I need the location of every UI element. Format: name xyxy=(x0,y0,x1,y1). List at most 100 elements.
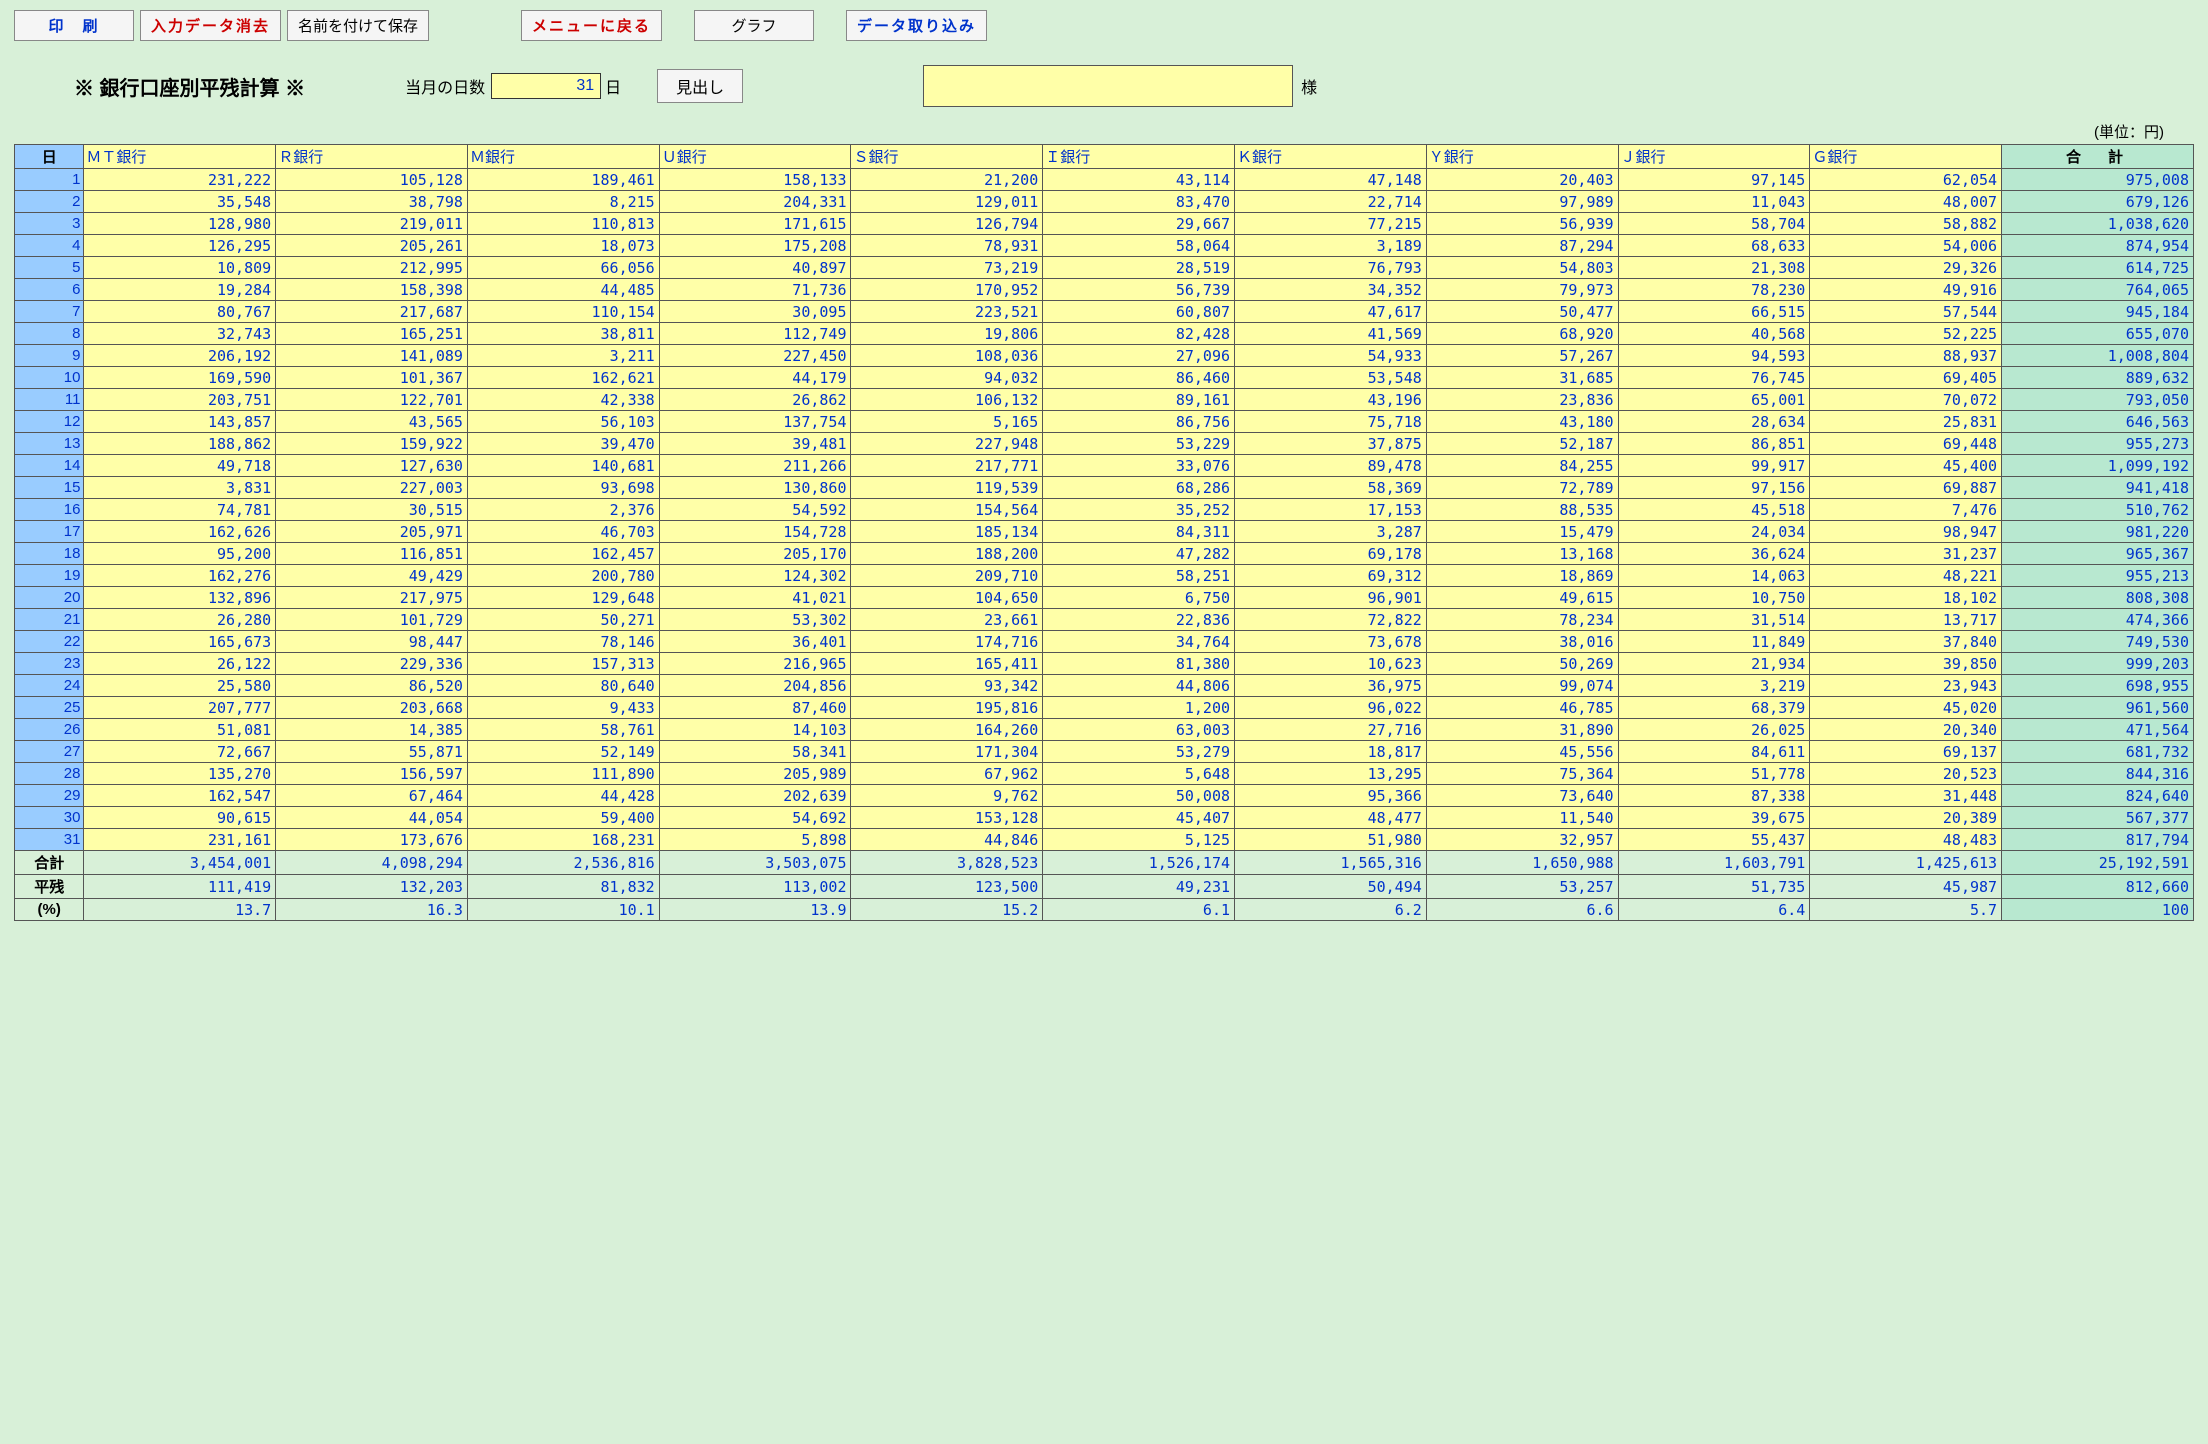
value-cell[interactable]: 52,187 xyxy=(1426,433,1618,455)
value-cell[interactable]: 158,398 xyxy=(276,279,468,301)
value-cell[interactable]: 212,995 xyxy=(276,257,468,279)
value-cell[interactable]: 153,128 xyxy=(851,807,1043,829)
bank-header[interactable]: ＭＴ銀行 xyxy=(84,145,276,169)
value-cell[interactable]: 26,025 xyxy=(1618,719,1810,741)
value-cell[interactable]: 10,623 xyxy=(1235,653,1427,675)
value-cell[interactable]: 72,822 xyxy=(1235,609,1427,631)
value-cell[interactable]: 15,479 xyxy=(1426,521,1618,543)
value-cell[interactable]: 26,280 xyxy=(84,609,276,631)
value-cell[interactable]: 122,701 xyxy=(276,389,468,411)
value-cell[interactable]: 79,973 xyxy=(1426,279,1618,301)
value-cell[interactable]: 38,811 xyxy=(467,323,659,345)
value-cell[interactable]: 52,225 xyxy=(1810,323,2002,345)
value-cell[interactable]: 25,580 xyxy=(84,675,276,697)
value-cell[interactable]: 36,975 xyxy=(1235,675,1427,697)
value-cell[interactable]: 94,593 xyxy=(1618,345,1810,367)
value-cell[interactable]: 18,869 xyxy=(1426,565,1618,587)
value-cell[interactable]: 135,270 xyxy=(84,763,276,785)
value-cell[interactable]: 6,750 xyxy=(1043,587,1235,609)
value-cell[interactable]: 5,648 xyxy=(1043,763,1235,785)
value-cell[interactable]: 162,276 xyxy=(84,565,276,587)
value-cell[interactable]: 154,564 xyxy=(851,499,1043,521)
value-cell[interactable]: 86,756 xyxy=(1043,411,1235,433)
value-cell[interactable]: 24,034 xyxy=(1618,521,1810,543)
value-cell[interactable]: 216,965 xyxy=(659,653,851,675)
value-cell[interactable]: 209,710 xyxy=(851,565,1043,587)
value-cell[interactable]: 40,568 xyxy=(1618,323,1810,345)
value-cell[interactable]: 95,200 xyxy=(84,543,276,565)
value-cell[interactable]: 195,816 xyxy=(851,697,1043,719)
value-cell[interactable]: 23,943 xyxy=(1810,675,2002,697)
bank-header[interactable]: Ｋ銀行 xyxy=(1235,145,1427,169)
value-cell[interactable]: 98,447 xyxy=(276,631,468,653)
value-cell[interactable]: 94,032 xyxy=(851,367,1043,389)
value-cell[interactable]: 56,103 xyxy=(467,411,659,433)
value-cell[interactable]: 54,006 xyxy=(1810,235,2002,257)
value-cell[interactable]: 43,565 xyxy=(276,411,468,433)
value-cell[interactable]: 140,681 xyxy=(467,455,659,477)
value-cell[interactable]: 127,630 xyxy=(276,455,468,477)
value-cell[interactable]: 47,148 xyxy=(1235,169,1427,191)
value-cell[interactable]: 9,433 xyxy=(467,697,659,719)
value-cell[interactable]: 11,849 xyxy=(1618,631,1810,653)
value-cell[interactable]: 188,200 xyxy=(851,543,1043,565)
value-cell[interactable]: 137,754 xyxy=(659,411,851,433)
value-cell[interactable]: 54,803 xyxy=(1426,257,1618,279)
value-cell[interactable]: 99,917 xyxy=(1618,455,1810,477)
value-cell[interactable]: 32,743 xyxy=(84,323,276,345)
value-cell[interactable]: 29,326 xyxy=(1810,257,2002,279)
value-cell[interactable]: 73,640 xyxy=(1426,785,1618,807)
value-cell[interactable]: 20,523 xyxy=(1810,763,2002,785)
value-cell[interactable]: 67,464 xyxy=(276,785,468,807)
value-cell[interactable]: 3,219 xyxy=(1618,675,1810,697)
value-cell[interactable]: 73,678 xyxy=(1235,631,1427,653)
value-cell[interactable]: 44,054 xyxy=(276,807,468,829)
value-cell[interactable]: 13,295 xyxy=(1235,763,1427,785)
value-cell[interactable]: 27,716 xyxy=(1235,719,1427,741)
value-cell[interactable]: 19,806 xyxy=(851,323,1043,345)
value-cell[interactable]: 45,518 xyxy=(1618,499,1810,521)
value-cell[interactable]: 165,251 xyxy=(276,323,468,345)
value-cell[interactable]: 72,667 xyxy=(84,741,276,763)
value-cell[interactable]: 59,400 xyxy=(467,807,659,829)
value-cell[interactable]: 45,556 xyxy=(1426,741,1618,763)
value-cell[interactable]: 9,762 xyxy=(851,785,1043,807)
value-cell[interactable]: 93,698 xyxy=(467,477,659,499)
value-cell[interactable]: 20,340 xyxy=(1810,719,2002,741)
bank-header[interactable]: Ｍ銀行 xyxy=(467,145,659,169)
value-cell[interactable]: 31,448 xyxy=(1810,785,2002,807)
value-cell[interactable]: 3,211 xyxy=(467,345,659,367)
value-cell[interactable]: 58,251 xyxy=(1043,565,1235,587)
value-cell[interactable]: 168,231 xyxy=(467,829,659,851)
value-cell[interactable]: 128,980 xyxy=(84,213,276,235)
value-cell[interactable]: 60,807 xyxy=(1043,301,1235,323)
value-cell[interactable]: 78,234 xyxy=(1426,609,1618,631)
value-cell[interactable]: 54,933 xyxy=(1235,345,1427,367)
value-cell[interactable]: 68,920 xyxy=(1426,323,1618,345)
value-cell[interactable]: 162,626 xyxy=(84,521,276,543)
value-cell[interactable]: 43,180 xyxy=(1426,411,1618,433)
value-cell[interactable]: 3,287 xyxy=(1235,521,1427,543)
value-cell[interactable]: 44,485 xyxy=(467,279,659,301)
value-cell[interactable]: 31,890 xyxy=(1426,719,1618,741)
value-cell[interactable]: 69,178 xyxy=(1235,543,1427,565)
value-cell[interactable]: 17,153 xyxy=(1235,499,1427,521)
value-cell[interactable]: 87,460 xyxy=(659,697,851,719)
value-cell[interactable]: 26,862 xyxy=(659,389,851,411)
value-cell[interactable]: 207,777 xyxy=(84,697,276,719)
value-cell[interactable]: 43,114 xyxy=(1043,169,1235,191)
value-cell[interactable]: 162,621 xyxy=(467,367,659,389)
value-cell[interactable]: 129,648 xyxy=(467,587,659,609)
value-cell[interactable]: 13,717 xyxy=(1810,609,2002,631)
value-cell[interactable]: 40,897 xyxy=(659,257,851,279)
value-cell[interactable]: 57,544 xyxy=(1810,301,2002,323)
value-cell[interactable]: 53,279 xyxy=(1043,741,1235,763)
value-cell[interactable]: 34,764 xyxy=(1043,631,1235,653)
value-cell[interactable]: 3,831 xyxy=(84,477,276,499)
value-cell[interactable]: 49,718 xyxy=(84,455,276,477)
value-cell[interactable]: 112,749 xyxy=(659,323,851,345)
value-cell[interactable]: 165,411 xyxy=(851,653,1043,675)
back-to-menu-button[interactable]: メニューに戻る xyxy=(521,10,662,41)
value-cell[interactable]: 23,836 xyxy=(1426,389,1618,411)
value-cell[interactable]: 45,407 xyxy=(1043,807,1235,829)
